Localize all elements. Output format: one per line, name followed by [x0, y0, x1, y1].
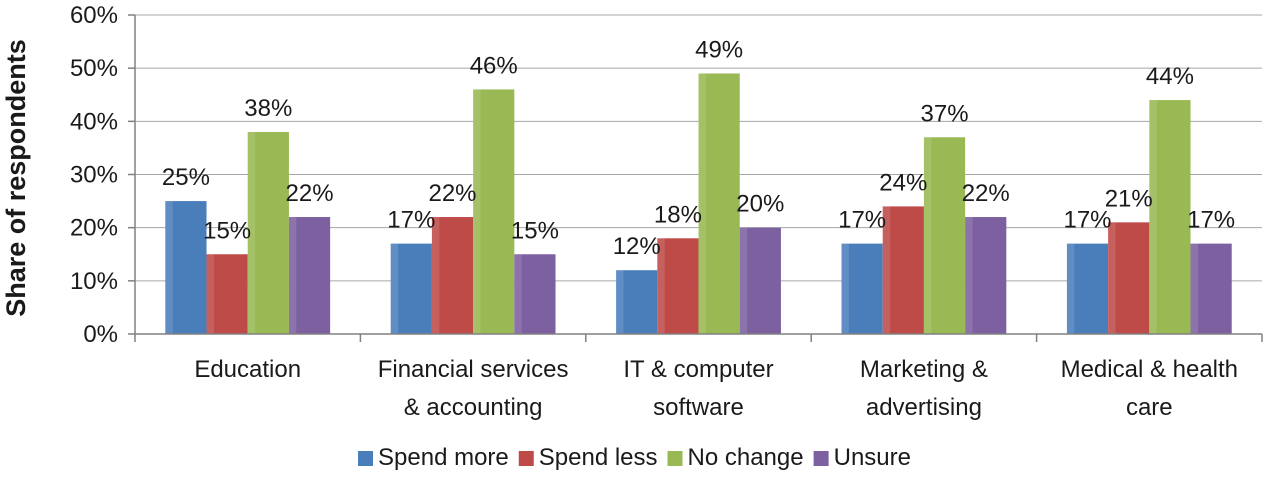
category-label-line: care: [1126, 394, 1173, 421]
category-label-line: Medical & health: [1061, 356, 1238, 383]
data-label: 46%: [470, 52, 518, 79]
data-label: 25%: [162, 164, 210, 191]
category-label-line: IT & computer: [623, 356, 773, 383]
bar: [657, 238, 699, 334]
legend-label: Spend more: [378, 444, 509, 471]
y-tick-label: 50%: [70, 55, 118, 82]
legend-swatch: [667, 451, 683, 466]
bar: [923, 137, 966, 334]
bar-highlight: [247, 131, 256, 334]
bar: [247, 131, 289, 334]
bar-highlight: [1149, 100, 1157, 334]
axes: [128, 14, 1263, 342]
bar-highlight: [1066, 243, 1075, 334]
data-label: 49%: [695, 36, 743, 63]
y-tick-label: 10%: [70, 268, 118, 295]
y-tick-label: 30%: [70, 162, 118, 189]
bar-highlight: [657, 238, 665, 334]
bar-highlight: [841, 243, 849, 334]
legend-label: Spend less: [539, 444, 658, 471]
legend-label: Unsure: [834, 444, 911, 471]
data-label: 22%: [428, 180, 476, 207]
bar-highlight: [923, 137, 932, 334]
data-labels: 25% 17% 12% 17% 17% 15% 22% 18% 24% 21% 38% 46% 49% 3…: [162, 36, 1235, 260]
bar: [965, 217, 1007, 334]
data-label: 22%: [286, 180, 334, 207]
bar: [616, 270, 658, 334]
bar: [288, 217, 331, 334]
bar-highlight: [206, 254, 214, 334]
data-label: 17%: [1063, 207, 1111, 234]
data-label: 15%: [511, 217, 559, 244]
bar: [165, 201, 207, 334]
bar-highlight: [431, 217, 440, 334]
y-tick-labels: 0% 10% 20% 30% 40% 50% 60%: [70, 2, 118, 348]
category-label: Marketing & advertising: [860, 356, 988, 421]
bar: [206, 254, 248, 334]
bar: [698, 73, 740, 334]
bar: [514, 254, 556, 334]
data-label: 24%: [879, 169, 927, 196]
category-label: Financial services & accounting: [378, 356, 569, 421]
y-tick-label: 20%: [70, 215, 118, 242]
data-label: 17%: [1187, 207, 1235, 234]
bar: [1149, 100, 1191, 334]
category-label-line: software: [653, 394, 744, 421]
data-label: 15%: [203, 217, 251, 244]
y-axis-label: Share of respondents: [1, 39, 31, 317]
category-label-line: Education: [194, 356, 301, 383]
bar: [390, 243, 432, 334]
category-label-line: advertising: [866, 394, 982, 421]
category-label-line: Financial services: [378, 356, 569, 383]
bar-highlight: [965, 217, 973, 334]
legend-swatch: [358, 451, 374, 466]
data-label: 20%: [736, 191, 784, 218]
bar: [473, 89, 515, 334]
data-label: 12%: [613, 233, 661, 260]
data-label: 22%: [962, 180, 1010, 207]
bar-highlight: [514, 254, 522, 334]
legend-swatch: [518, 451, 534, 466]
bar: [1066, 243, 1109, 334]
category-label: Education: [194, 356, 301, 383]
legend-swatch: [813, 451, 829, 466]
bar: [739, 227, 781, 334]
y-tick-label: 0%: [83, 321, 118, 348]
data-label: 37%: [921, 100, 969, 127]
bar-highlight: [739, 227, 748, 334]
bar-highlight: [616, 270, 624, 334]
bar-highlight: [882, 206, 891, 334]
bar: [1190, 243, 1232, 334]
bar: [841, 243, 883, 334]
bars: [165, 73, 1232, 334]
bar-highlight: [473, 89, 481, 334]
bar-highlight: [165, 201, 173, 334]
bar: [431, 217, 474, 334]
data-label: 38%: [244, 95, 292, 122]
bar-highlight: [1108, 222, 1116, 334]
y-tick-label: 60%: [70, 2, 118, 29]
data-label: 18%: [654, 201, 702, 228]
data-label: 17%: [838, 207, 886, 234]
bar-highlight: [390, 243, 399, 334]
category-label-line: & accounting: [404, 394, 543, 421]
bar: [1108, 222, 1150, 334]
legend: Spend more Spend less No change Unsure: [358, 444, 911, 471]
legend-label: No change: [688, 444, 804, 471]
bar: [882, 206, 924, 334]
category-label: Medical & health care: [1061, 356, 1238, 421]
category-label: IT & computer software: [623, 356, 773, 421]
bar-highlight: [1190, 243, 1198, 334]
bar-highlight: [698, 73, 706, 334]
bar-highlight: [288, 217, 297, 334]
y-tick-label: 40%: [70, 108, 118, 135]
data-label: 21%: [1105, 185, 1153, 212]
data-label: 17%: [387, 207, 435, 234]
data-label: 44%: [1146, 63, 1194, 90]
category-label-line: Marketing &: [860, 356, 988, 383]
category-labels: Education Financial services & accounting I…: [194, 356, 1238, 421]
